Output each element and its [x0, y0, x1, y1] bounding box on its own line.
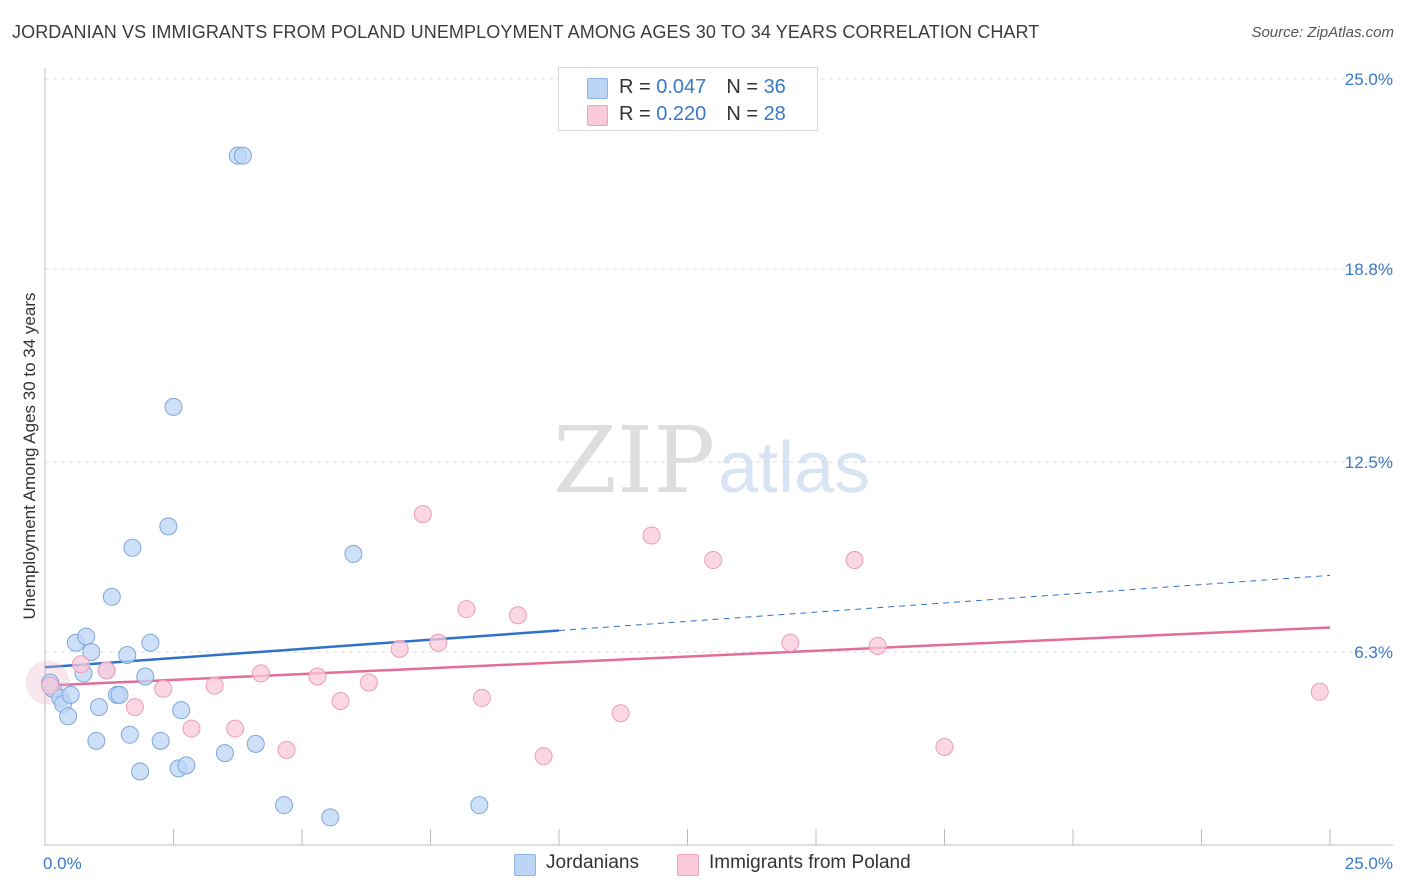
r-value: 0.047	[656, 76, 707, 98]
point-jordanians	[172, 701, 191, 720]
point-poland	[390, 639, 409, 658]
point-jordanians	[233, 146, 252, 165]
point-poland	[935, 737, 954, 756]
point-poland	[845, 551, 864, 570]
point-jordanians	[246, 734, 265, 753]
point-poland	[308, 667, 327, 686]
point-poland	[331, 691, 350, 710]
point-poland	[704, 551, 723, 570]
point-jordanians	[136, 667, 155, 686]
point-poland	[611, 704, 630, 723]
point-poland	[359, 673, 378, 692]
point-jordanians	[151, 731, 170, 750]
point-poland	[472, 688, 491, 707]
legend-swatch-jordanians	[587, 78, 608, 99]
axes	[44, 68, 1393, 846]
point-poland	[277, 741, 296, 760]
point-poland	[97, 661, 116, 680]
x-tick-label: 25.0%	[1345, 854, 1393, 873]
point-jordanians	[470, 796, 489, 815]
bottom-legend-label-jordanians: Jordanians	[546, 852, 639, 873]
bottom-legend-swatch-jordanians	[514, 854, 536, 876]
point-poland	[534, 747, 553, 766]
point-jordanians	[141, 633, 160, 652]
point-poland	[154, 679, 173, 698]
y-tick-label: 18.8%	[1345, 260, 1393, 279]
point-poland	[251, 664, 270, 683]
watermark-zip: ZIP	[553, 407, 715, 514]
point-poland	[226, 719, 245, 738]
point-jordanians	[61, 685, 80, 704]
point-poland	[41, 676, 60, 695]
r-value: 0.220	[656, 103, 707, 125]
point-jordanians	[177, 756, 196, 775]
r-label: R =	[619, 103, 657, 125]
trend-line-jordanians-extrapolated	[558, 574, 1331, 632]
point-jordanians	[215, 744, 234, 763]
chart-title: JORDANIAN VS IMMIGRANTS FROM POLAND UNEM…	[12, 22, 1040, 42]
point-poland	[457, 600, 476, 619]
point-jordanians	[131, 762, 150, 781]
point-jordanians	[87, 731, 106, 750]
point-poland	[71, 655, 90, 674]
correlation-legend: R = 0.047 N = 36 R = 0.220 N = 28	[558, 67, 818, 131]
point-jordanians	[159, 517, 178, 536]
point-jordanians	[164, 397, 183, 416]
point-jordanians	[123, 538, 142, 557]
point-poland	[413, 505, 432, 524]
watermark-atlas: atlas	[718, 428, 870, 508]
legend-stats-jordanians: R = 0.047 N = 36	[619, 76, 786, 99]
y-tick-label: 25.0%	[1345, 70, 1393, 89]
n-value: 28	[763, 103, 786, 125]
n-value: 36	[763, 76, 786, 98]
n-label: N =	[726, 103, 764, 125]
legend-stats-poland: R = 0.220 N = 28	[619, 103, 786, 126]
point-poland	[868, 636, 887, 655]
point-jordanians	[118, 646, 137, 665]
point-poland	[1310, 682, 1329, 701]
point-poland	[205, 676, 224, 695]
y-tick-label: 12.5%	[1345, 453, 1393, 472]
x-tick-label: 0.0%	[43, 854, 82, 873]
point-poland	[642, 526, 661, 545]
bottom-legend-label-poland: Immigrants from Poland	[709, 852, 911, 873]
point-jordanians	[120, 725, 139, 744]
point-jordanians	[59, 707, 78, 726]
point-poland	[508, 606, 527, 625]
data-points	[25, 146, 1329, 827]
point-jordanians	[89, 698, 108, 717]
y-axis-title: Unemployment Among Ages 30 to 34 years	[20, 292, 39, 620]
source-label: Source: ZipAtlas.com	[1251, 24, 1394, 41]
n-label: N =	[726, 76, 764, 98]
trend-lines	[44, 574, 1331, 687]
point-jordanians	[82, 642, 101, 661]
point-jordanians	[102, 587, 121, 606]
y-tick-label: 6.3%	[1354, 643, 1393, 662]
tick-labels: 6.3% 12.5% 18.8% 25.0% 0.0% 25.0%	[43, 70, 1393, 873]
point-jordanians	[275, 796, 294, 815]
point-poland	[182, 719, 201, 738]
trend-line-poland	[44, 626, 1331, 687]
point-jordanians	[110, 685, 129, 704]
legend-swatch-poland	[587, 105, 608, 126]
point-jordanians	[344, 544, 363, 563]
point-jordanians	[77, 627, 96, 646]
point-poland	[125, 698, 144, 717]
r-label: R =	[619, 76, 657, 98]
bottom-legend-swatch-poland	[677, 854, 699, 876]
watermark: ZIP atlas	[553, 407, 870, 514]
point-poland	[429, 633, 448, 652]
point-poland	[781, 633, 800, 652]
point-jordanians	[321, 808, 340, 827]
